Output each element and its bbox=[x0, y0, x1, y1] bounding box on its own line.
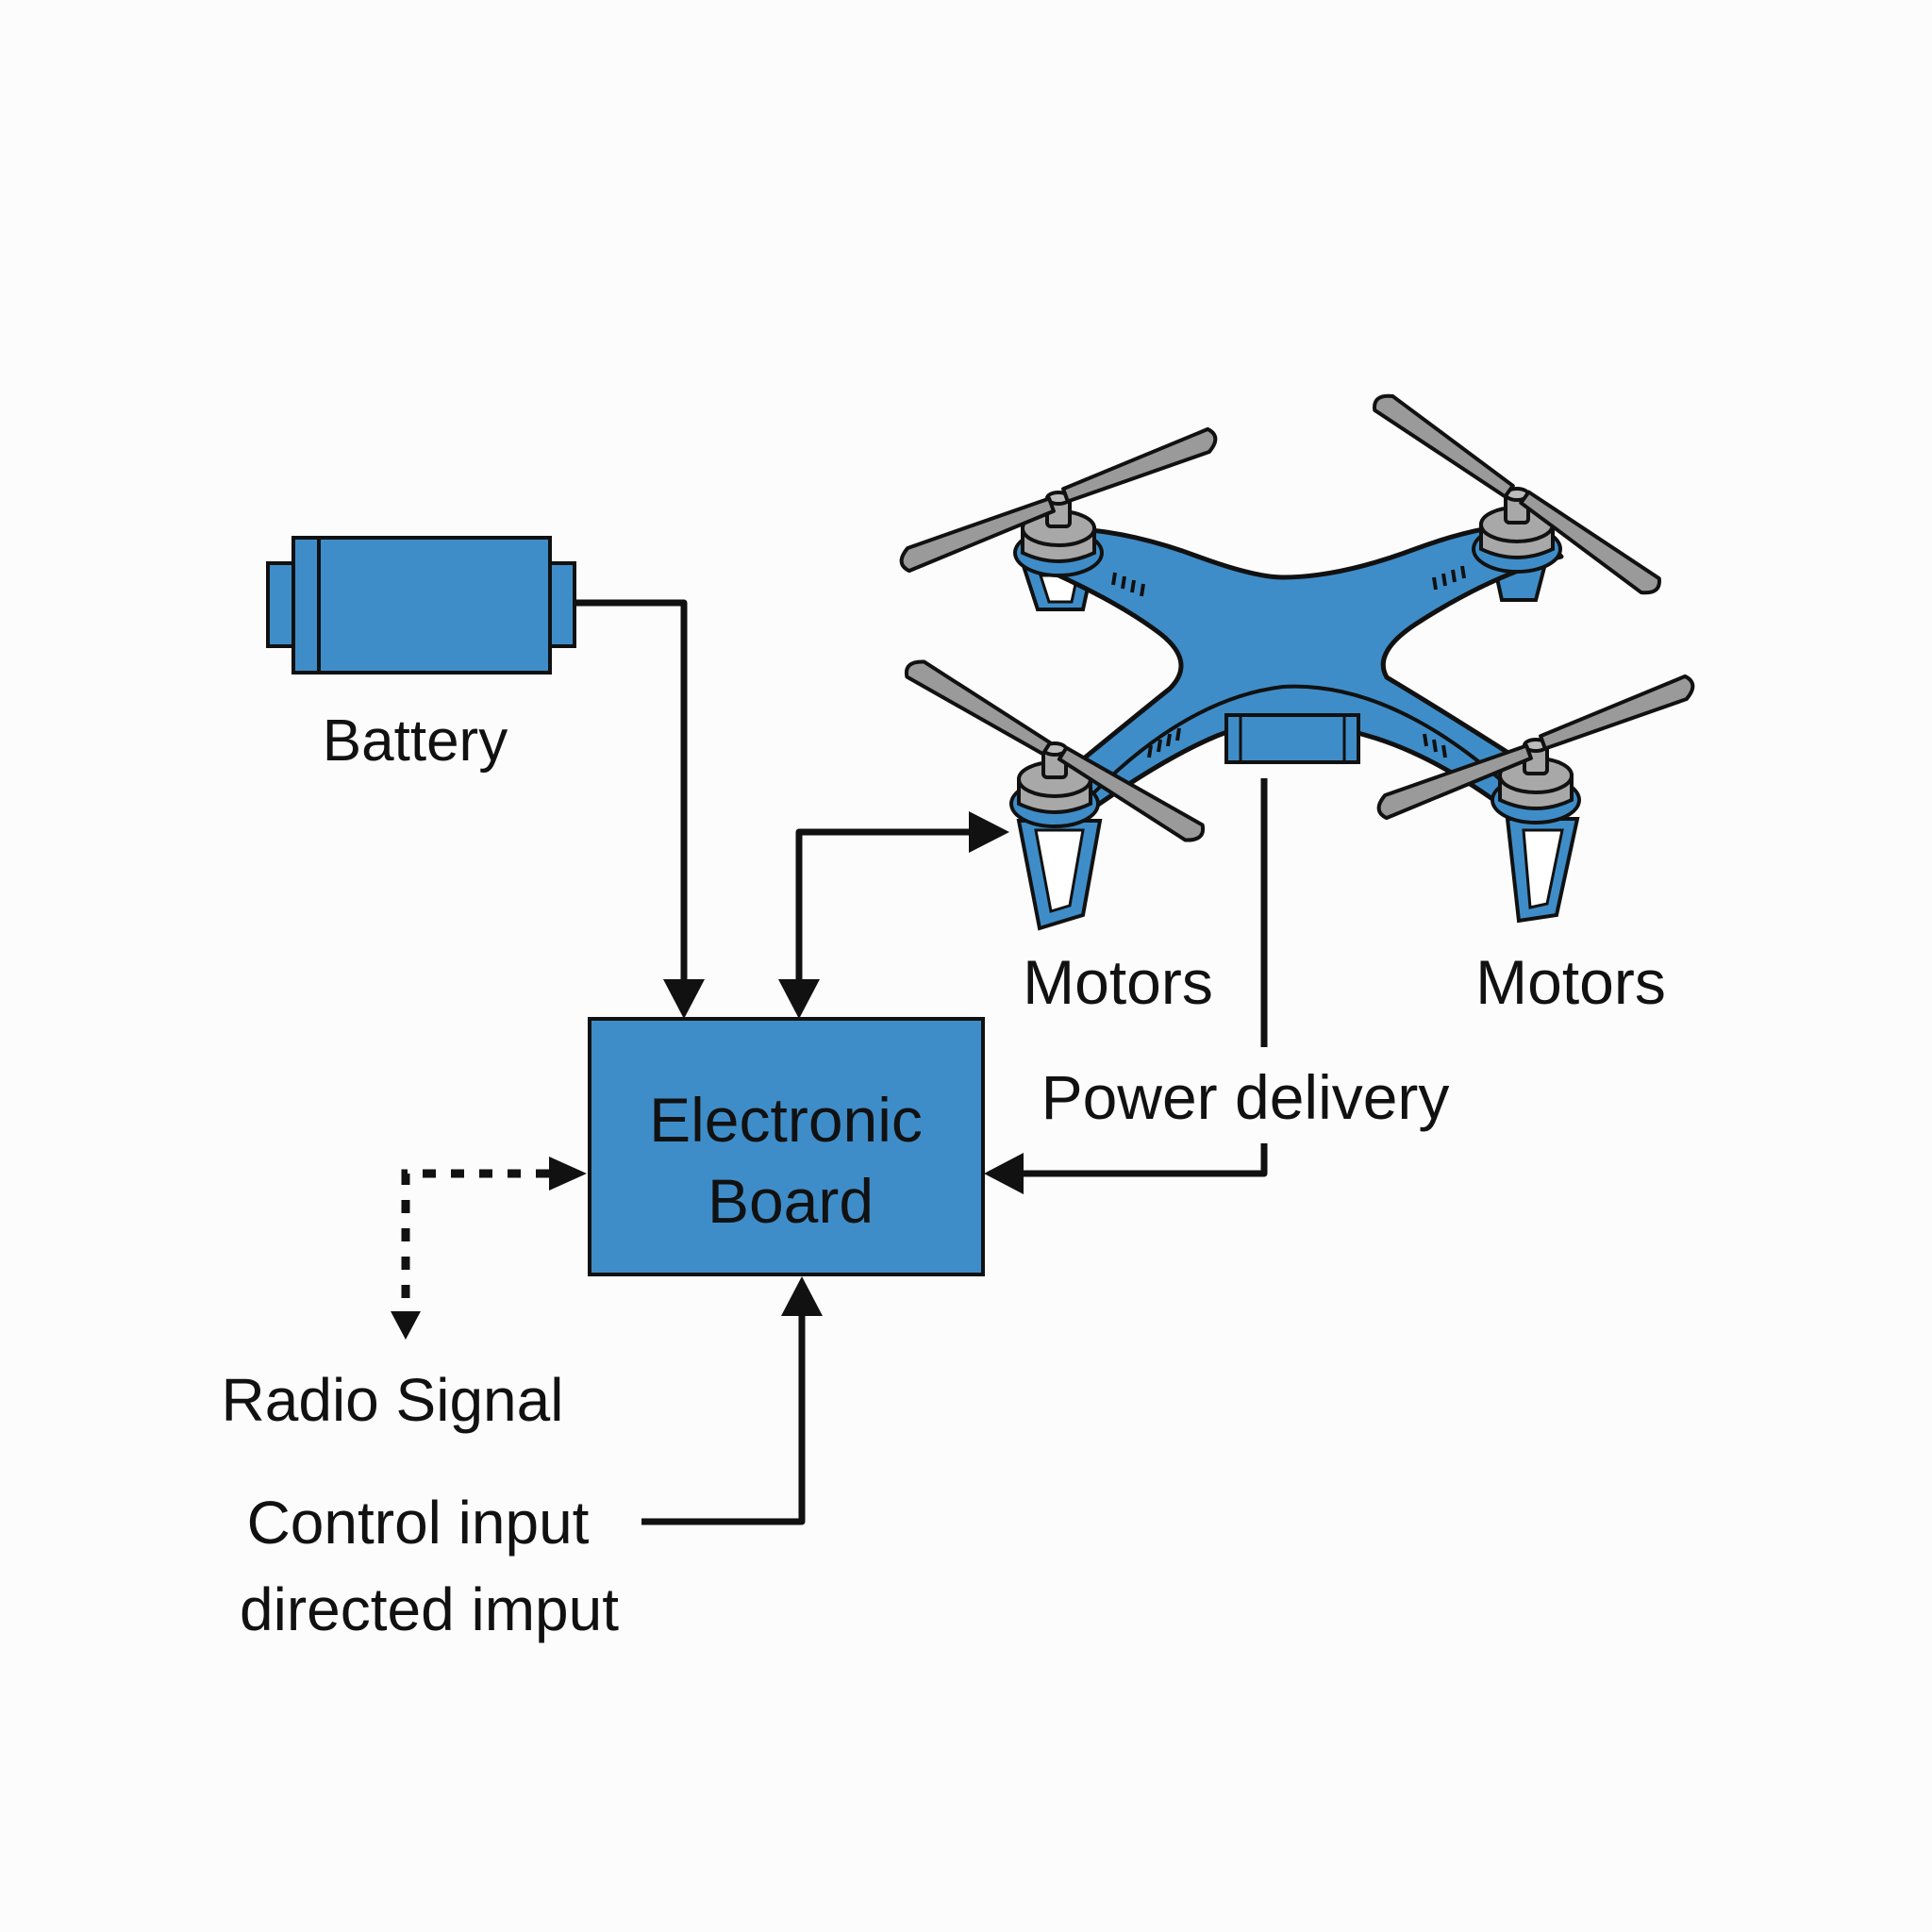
radio-signal-label: Radio Signal bbox=[222, 1366, 564, 1434]
battery-arrowhead bbox=[663, 979, 705, 1019]
power-delivery-connector bbox=[1024, 1143, 1268, 1177]
control-input-label-line1: Control input bbox=[247, 1489, 590, 1557]
electronic-board bbox=[588, 1017, 985, 1276]
radio-arrowhead-down bbox=[391, 1311, 421, 1340]
board-label-line2: Board bbox=[708, 1166, 874, 1236]
motors-label-right: Motors bbox=[1475, 947, 1666, 1017]
power-arrowhead bbox=[984, 1153, 1024, 1194]
board-label-line1: Electronic bbox=[649, 1085, 923, 1155]
control-input-connector bbox=[641, 1316, 806, 1525]
board-motors-connector bbox=[795, 828, 969, 981]
radio-arrowhead-board bbox=[549, 1157, 587, 1191]
motors-label-left: Motors bbox=[1023, 947, 1213, 1017]
battery-to-board-connector bbox=[575, 599, 688, 979]
board-up-arrowhead bbox=[778, 979, 820, 1019]
battery-label: Battery bbox=[323, 708, 508, 774]
quadcopter-icon bbox=[887, 391, 1698, 931]
control-input-label-line2: directed imput bbox=[240, 1575, 619, 1643]
power-delivery-label: Power delivery bbox=[1041, 1062, 1450, 1132]
motors-arrowhead bbox=[969, 811, 1009, 853]
battery-icon bbox=[266, 536, 576, 675]
control-arrowhead bbox=[781, 1276, 823, 1316]
radio-signal-connector bbox=[401, 1169, 549, 1317]
